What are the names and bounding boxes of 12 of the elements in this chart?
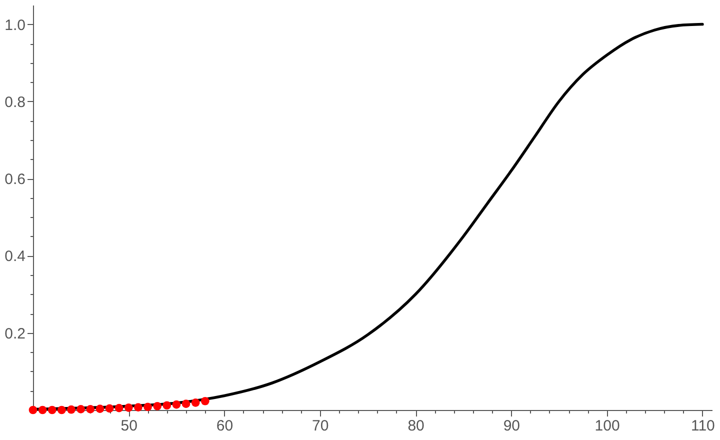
- x-tick-label: 70: [312, 418, 329, 434]
- x-tick-label: 80: [408, 418, 424, 434]
- x-tick-label: 50: [120, 418, 138, 434]
- x-tick-label: 100: [594, 418, 620, 434]
- x-tick-label: 90: [503, 418, 520, 434]
- x-tick-label: 60: [216, 418, 234, 434]
- y-tick-label: 0.6: [4, 171, 26, 188]
- y-tick-label: 0.8: [4, 94, 26, 111]
- y-tick-label: 0.4: [4, 248, 26, 266]
- x-tick-label: 110: [690, 418, 715, 434]
- y-tick-label: 0.2: [4, 325, 26, 342]
- y-tick-label: 1.0: [4, 16, 26, 34]
